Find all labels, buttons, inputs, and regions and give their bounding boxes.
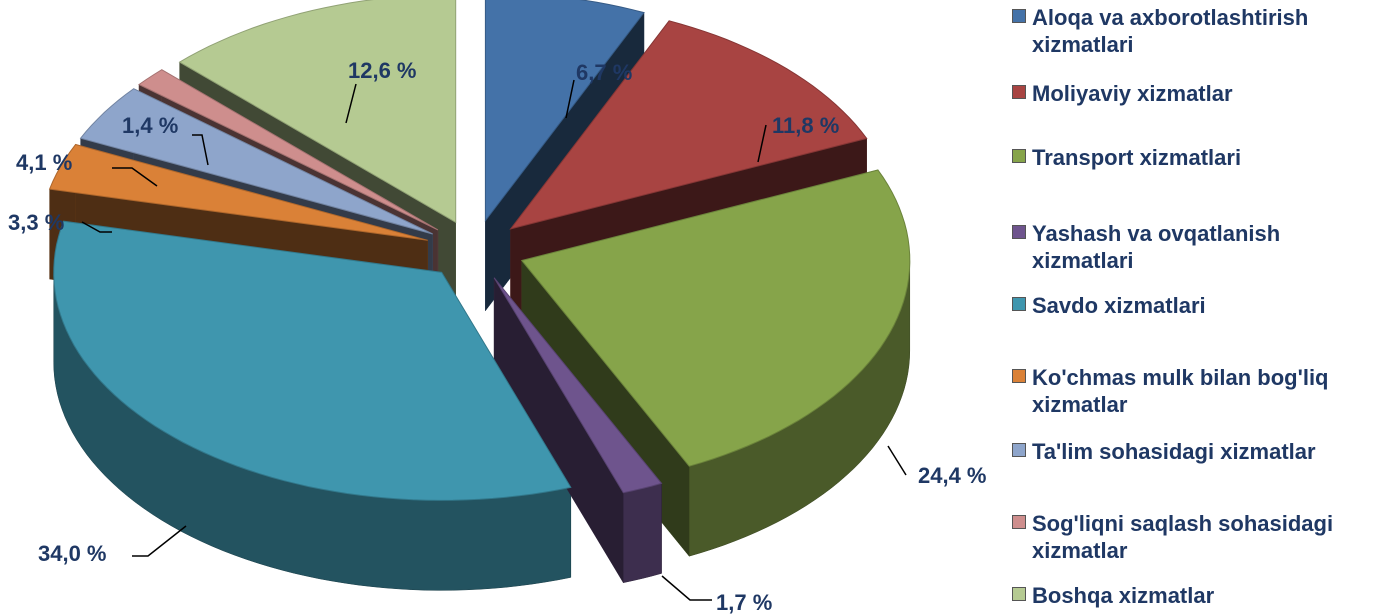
legend-label-3: Transport xizmatlari (1032, 145, 1242, 170)
data-label-1: 6,7 % (576, 60, 632, 85)
legend-label-5: Savdo xizmatlari (1032, 293, 1206, 318)
legend-label-4: Yashash va ovqatlanish xizmatlari (1032, 221, 1281, 273)
data-label-6: 3,3 % (8, 210, 64, 235)
legend-item-4: Yashash va ovqatlanish xizmatlari (1012, 220, 1377, 274)
leader-line-1 (565, 79, 575, 119)
legend-swatch-8 (1012, 515, 1026, 529)
legend-label-8: Sog'liqni saqlash sohasidagi xizmatlar (1032, 511, 1334, 563)
legend-label-6: Ko'chmas mulk bilan bog'liq xizmatlar (1032, 365, 1329, 417)
legend-item-9: Boshqa xizmatlar (1012, 582, 1377, 609)
legend-swatch-9 (1012, 587, 1026, 601)
pie-slice-8 (138, 69, 439, 231)
data-label-4: 1,7 % (716, 590, 772, 615)
legend-label-7: Ta'lim sohasidagi xizmatlar (1032, 439, 1316, 464)
data-label-8: 1,4 % (122, 113, 178, 138)
legend-item-1: Aloqa va axborotlashtirish xizmatlari (1012, 4, 1377, 58)
leader-line-2 (757, 124, 767, 163)
pie-slice-2 (509, 20, 868, 230)
pie-slice-3 (520, 169, 911, 467)
legend-swatch-6 (1012, 369, 1026, 383)
pie-slice-7 (79, 88, 433, 235)
legend-item-5: Savdo xizmatlari (1012, 292, 1377, 319)
data-label-2: 11,8 % (772, 113, 839, 138)
data-label-9: 12,6 % (348, 58, 417, 83)
data-label-5: 34,0 % (38, 541, 107, 566)
legend-swatch-2 (1012, 85, 1026, 99)
leader-line-6 (81, 221, 112, 233)
leader-line-4 (661, 575, 712, 601)
legend-label-9: Boshqa xizmatlar (1032, 583, 1215, 608)
legend-item-7: Ta'lim sohasidagi xizmatlar (1012, 438, 1377, 465)
data-label-3: 24,4 % (918, 463, 987, 488)
legend-swatch-7 (1012, 443, 1026, 457)
legend-swatch-4 (1012, 225, 1026, 239)
legend-label-2: Moliyaviy xizmatlar (1032, 81, 1233, 106)
leader-line-7 (112, 167, 158, 187)
pie-slice-5 (53, 220, 572, 501)
legend-swatch-3 (1012, 149, 1026, 163)
legend-item-2: Moliyaviy xizmatlar (1012, 80, 1377, 107)
leader-line-5 (132, 525, 187, 557)
legend-item-6: Ko'chmas mulk bilan bog'liq xizmatlar (1012, 364, 1377, 418)
pie-slice-side-4 (493, 276, 662, 584)
pie-slice-4 (493, 277, 663, 494)
legend-label-1: Aloqa va axborotlashtirish xizmatlari (1032, 5, 1309, 57)
leader-line-3 (887, 445, 907, 476)
legend-swatch-1 (1012, 9, 1026, 23)
pie-slice-6 (48, 143, 428, 241)
data-label-layer: 6,7 % 11,8 % 24,4 % 1,7 % 34,0 % 3,3 % 4,1 % 1,… (8, 58, 987, 615)
pie-slice-outer-wall-4 (623, 483, 662, 584)
legend-item-8: Sog'liqni saqlash sohasidagi xizmatlar (1012, 510, 1377, 564)
pie-slice-9 (178, 0, 457, 224)
data-label-7: 4,1 % (16, 150, 72, 175)
pie-slice-1 (484, 0, 645, 223)
leader-line-8 (192, 134, 209, 166)
leader-line-9 (345, 83, 357, 124)
legend-swatch-5 (1012, 297, 1026, 311)
legend-item-3: Transport xizmatlari (1012, 144, 1377, 171)
pie-top-layer (48, 0, 911, 501)
